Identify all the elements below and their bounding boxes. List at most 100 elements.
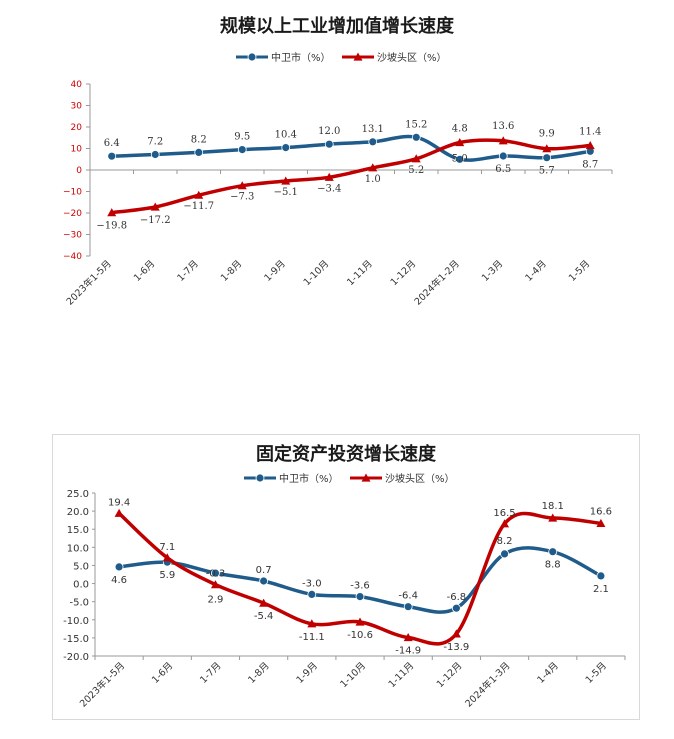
data-point-marker-legend-1 [353, 52, 363, 61]
data-label-spt-2: −11.7 [183, 201, 214, 212]
data-label-cw-5: 12.0 [318, 126, 340, 137]
data-point-marker-3 [259, 598, 269, 607]
legend-entry-1: 沙坡头区（%） [377, 51, 447, 64]
data-label-cw-0: 4.6 [111, 575, 127, 586]
data-point-marker-0 [107, 208, 117, 217]
data-point-marker-legend-1 [361, 473, 371, 482]
data-label-spt-7: -13.9 [443, 642, 469, 653]
x-tick-label: 1-4月 [535, 660, 560, 685]
data-point-marker-5 [355, 617, 365, 626]
x-tick-label: 1-5月 [567, 258, 592, 283]
data-label-spt-5: −3.4 [317, 183, 341, 194]
data-label-cw-4: 10.4 [275, 130, 297, 141]
data-point-marker-4 [307, 619, 317, 628]
chart-title: 规模以上工业增加值增长速度 [220, 15, 455, 37]
data-label-cw-3: 0.7 [256, 565, 272, 576]
x-tick-label: 1-7月 [175, 258, 200, 283]
data-label-cw-4: -3.0 [302, 578, 322, 589]
fixed-asset-investment-chart: 固定资产投资增长速度 中卫市（%） 沙坡头区（%） 25.0 20.0 15.0 10.0 5… [0, 430, 674, 730]
data-point-marker-5 [355, 592, 365, 602]
y-tick-label: 20 [71, 123, 83, 133]
y-tick-label: 10.0 [67, 543, 89, 554]
data-point-marker-4 [307, 589, 317, 599]
y-tick-label: 0.0 [73, 580, 89, 591]
data-label-spt-9: 18.1 [542, 501, 564, 512]
y-tick-label: −30 [63, 231, 82, 241]
data-point-marker-4 [281, 143, 291, 153]
data-point-marker-6 [403, 633, 413, 642]
data-label-cw-6: -6.4 [398, 591, 418, 602]
y-tick-label: −10 [63, 188, 82, 198]
x-tick-label: 1-8月 [246, 660, 271, 685]
data-label-cw-9: 6.5 [495, 164, 511, 175]
legend-entry-1: 沙坡头区（%） [385, 472, 455, 485]
data-point-marker-6 [368, 137, 378, 147]
industrial-growth-chart: 规模以上工业增加值增长速度 中卫市（%） 沙坡头区（%） 40 30 20 10 0 −10 −2… [0, 0, 674, 345]
data-label-spt-10: 9.9 [539, 129, 555, 140]
data-label-cw-8: 8.2 [497, 536, 513, 547]
x-tick-label: 1-10月 [338, 660, 368, 690]
data-point-marker-7 [451, 629, 461, 638]
data-point-marker-7 [411, 154, 421, 163]
data-label-spt-4: -11.1 [299, 632, 325, 643]
data-point-marker-8 [500, 549, 509, 559]
data-point-marker-8 [500, 519, 510, 528]
data-label-spt-0: 19.4 [108, 497, 130, 508]
data-point-marker-9 [498, 136, 508, 145]
data-label-cw-2: 2.9 [208, 595, 224, 606]
data-label-spt-5: -10.6 [347, 630, 373, 641]
data-label-cw-2: 8.2 [191, 134, 207, 145]
data-label-cw-7: 15.2 [405, 119, 427, 130]
data-point-marker-2 [194, 190, 204, 199]
x-tick-label: 1-6月 [150, 660, 175, 685]
x-tick-label: 1-5月 [584, 660, 609, 685]
y-tick-label: 5.0 [73, 561, 89, 572]
data-label-spt-3: -5.4 [254, 611, 274, 622]
x-tick-label: 2024年1-3月 [463, 660, 513, 710]
data-point-marker-5 [324, 172, 334, 181]
x-tick-label: 1-9月 [262, 258, 287, 283]
data-point-marker-1 [150, 202, 160, 211]
chart-frame [52, 434, 640, 720]
chart-title: 固定资产投资增长速度 [256, 443, 437, 465]
data-point-marker-8 [455, 154, 465, 164]
data-label-spt-4: −5.1 [274, 187, 298, 198]
data-label-spt-10: 16.6 [590, 506, 612, 517]
data-label-spt-6: -14.9 [395, 646, 421, 657]
x-tick-label: 1-7月 [198, 660, 223, 685]
y-tick-label: 30 [71, 102, 83, 112]
data-label-spt-9: 13.6 [492, 121, 514, 132]
y-tick-label: −20 [63, 209, 82, 219]
data-label-cw-6: 13.1 [362, 124, 384, 135]
data-point-marker-2 [194, 147, 204, 157]
data-label-spt-7: 5.2 [408, 165, 424, 176]
x-tick-label: 1-11月 [387, 660, 417, 690]
x-tick-label: 1-8月 [219, 258, 244, 283]
data-point-marker-3 [259, 576, 269, 586]
y-tick-label: 15.0 [67, 525, 89, 536]
data-point-marker-7 [411, 132, 421, 142]
x-tick-label: 1-9月 [294, 660, 319, 685]
x-tick-label: 1-10月 [302, 258, 332, 288]
y-tick-label: -10.0 [63, 616, 89, 627]
data-point-marker-0 [107, 151, 117, 161]
data-label-spt-11: 11.4 [579, 126, 601, 137]
x-tick-label: 1-3月 [480, 258, 505, 283]
data-point-marker-1 [162, 553, 172, 562]
data-point-marker-legend-0 [247, 52, 257, 62]
data-label-spt-3: −7.3 [230, 192, 254, 203]
data-point-marker-10 [542, 153, 552, 163]
x-tick-label: 2023年1-5月 [77, 660, 127, 710]
series-line-1 [111, 138, 591, 215]
data-label-spt-1: 7.1 [159, 542, 175, 553]
data-label-spt-0: −19.8 [96, 221, 127, 232]
y-tick-label: -15.0 [63, 634, 89, 645]
data-label-spt-2: -0.3 [206, 569, 226, 580]
data-point-marker-2 [210, 580, 220, 589]
series-line-0 [111, 134, 591, 162]
data-label-cw-1: 7.2 [147, 137, 163, 148]
data-point-marker-11 [585, 141, 595, 150]
y-tick-label: 25.0 [67, 489, 89, 500]
